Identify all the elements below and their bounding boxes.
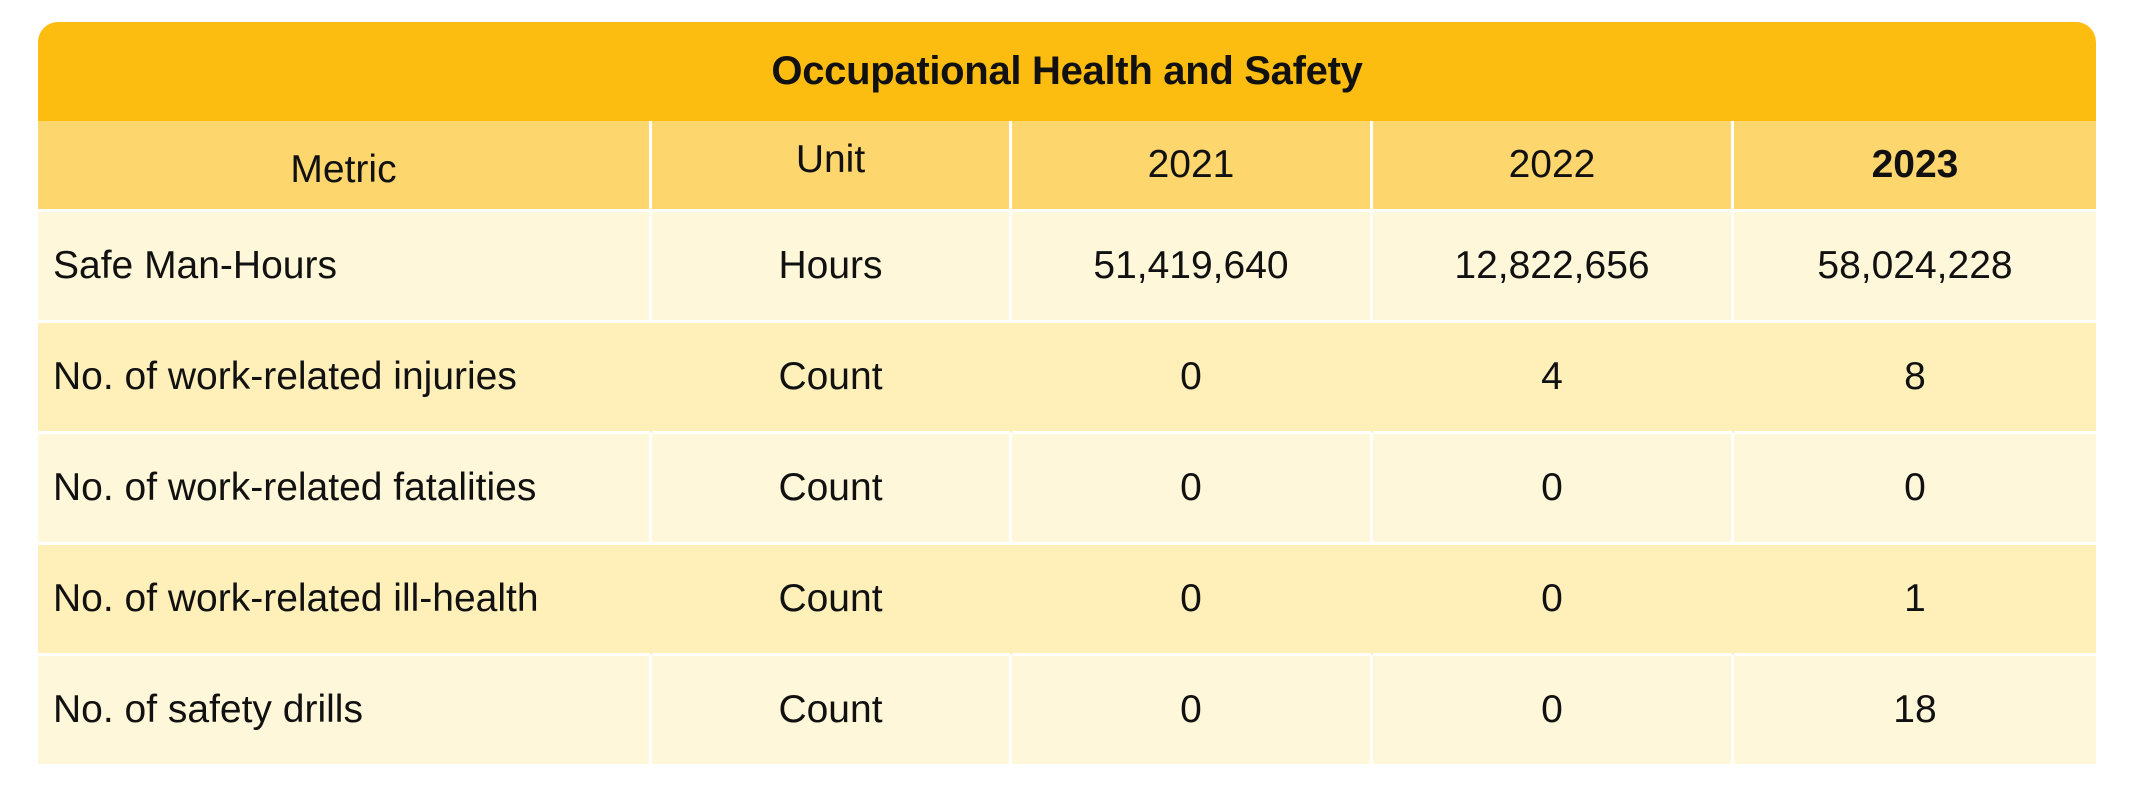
table-grid: Metric Unit 2021 2022 2023: [38, 121, 2096, 212]
value-2023-cell: 1: [1734, 545, 2096, 656]
value-2021-cell: 0: [1012, 545, 1373, 656]
value-2021-cell: 0: [1012, 323, 1373, 434]
unit-cell: Count: [652, 656, 1012, 767]
metric-cell: No. of work-related injuries: [38, 323, 652, 434]
unit-cell: Hours: [652, 212, 1012, 323]
unit-cell: Count: [652, 434, 1012, 545]
column-header-metric: Metric: [38, 121, 652, 212]
value-2023-cell: 18: [1734, 656, 2096, 767]
metric-cell: Safe Man-Hours: [38, 212, 652, 323]
table-title: Occupational Health and Safety: [38, 22, 2096, 121]
column-header-2022: 2022: [1373, 121, 1734, 212]
table-row: No. of work-related ill-health Count 0 0…: [38, 545, 2096, 656]
column-header-unit: Unit: [652, 121, 1012, 212]
value-2022-cell: 0: [1373, 434, 1734, 545]
column-header-2021: 2021: [1012, 121, 1373, 212]
value-2022-cell: 0: [1373, 545, 1734, 656]
unit-cell: Count: [652, 545, 1012, 656]
value-2022-cell: 0: [1373, 656, 1734, 767]
value-2023-cell: 8: [1734, 323, 2096, 434]
ohs-table: Occupational Health and Safety Metric Un…: [38, 22, 2096, 767]
table-row: No. of work-related injuries Count 0 4 8: [38, 323, 2096, 434]
table-row: No. of safety drills Count 0 0 18: [38, 656, 2096, 767]
value-2022-cell: 4: [1373, 323, 1734, 434]
table-row: No. of work-related fatalities Count 0 0…: [38, 434, 2096, 545]
metric-cell: No. of work-related ill-health: [38, 545, 652, 656]
metric-cell: No. of safety drills: [38, 656, 652, 767]
column-header-2023: 2023: [1734, 121, 2096, 212]
value-2021-cell: 0: [1012, 656, 1373, 767]
value-2021-cell: 0: [1012, 434, 1373, 545]
value-2022-cell: 12,822,656: [1373, 212, 1734, 323]
value-2023-cell: 58,024,228: [1734, 212, 2096, 323]
metric-cell: No. of work-related fatalities: [38, 434, 652, 545]
unit-cell: Count: [652, 323, 1012, 434]
value-2023-cell: 0: [1734, 434, 2096, 545]
value-2021-cell: 51,419,640: [1012, 212, 1373, 323]
table-row: Safe Man-Hours Hours 51,419,640 12,822,6…: [38, 212, 2096, 323]
